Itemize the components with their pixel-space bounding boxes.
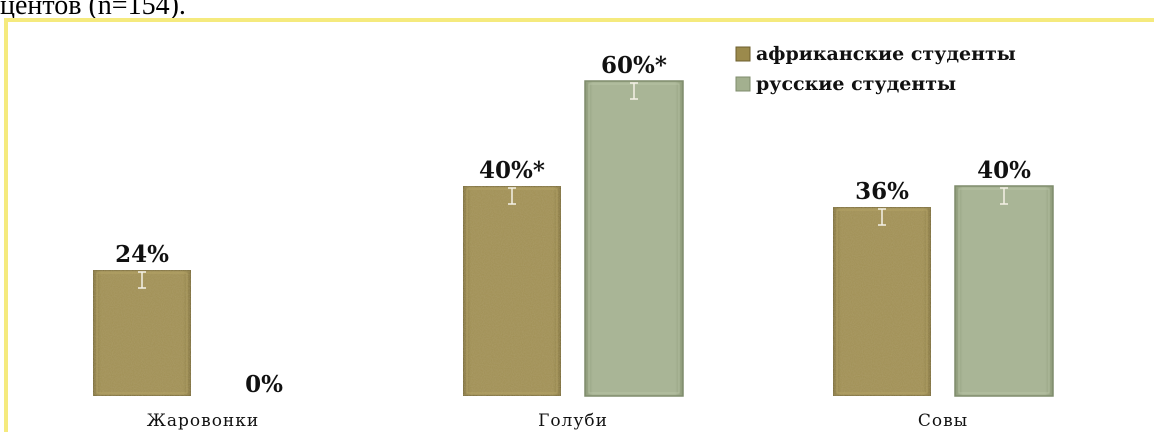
legend: африканские студенты русские студенты xyxy=(735,43,1016,95)
error-bar xyxy=(630,82,638,100)
category-label: Жаровонки xyxy=(147,411,259,431)
bar-african-0 xyxy=(92,269,192,397)
data-label: 24% xyxy=(115,241,169,268)
category-label: Голуби xyxy=(538,411,608,431)
legend-label: русские студенты xyxy=(756,73,956,95)
legend-item: русские студенты xyxy=(735,73,956,95)
bar-russian-2 xyxy=(954,185,1054,397)
category-label: Совы xyxy=(918,411,968,431)
legend-swatch xyxy=(735,76,751,92)
legend-swatch xyxy=(735,46,751,62)
caption-fragment: центов (n=154). xyxy=(0,0,186,21)
error-bar xyxy=(1000,187,1008,205)
legend-label: африканские студенты xyxy=(756,43,1016,65)
bar-russian-1 xyxy=(584,80,684,397)
data-label: 0% xyxy=(245,371,283,398)
bars-layer xyxy=(92,80,1054,397)
error-bar xyxy=(878,208,886,226)
error-bar xyxy=(508,187,516,205)
legend-item: африканские студенты xyxy=(735,43,1016,65)
data-label: 40% xyxy=(977,157,1031,184)
bar-african-1 xyxy=(462,185,562,397)
data-label: 40%* xyxy=(479,157,545,184)
bar-african-2 xyxy=(832,206,932,397)
data-label: 36% xyxy=(855,178,909,205)
data-label: 60%* xyxy=(601,52,667,79)
bar-chart: 24% 0% Жаровонки 40%* 60%* Голуби 36% 40% Совы а… xyxy=(92,43,1054,431)
error-bar xyxy=(138,271,146,289)
chart-frame: 24% 0% Жаровонки 40%* 60%* Голуби 36% 40% Совы а… xyxy=(4,18,1154,432)
labels-layer: 24% 0% Жаровонки 40%* 60%* Голуби 36% 40% Совы xyxy=(115,52,1031,431)
